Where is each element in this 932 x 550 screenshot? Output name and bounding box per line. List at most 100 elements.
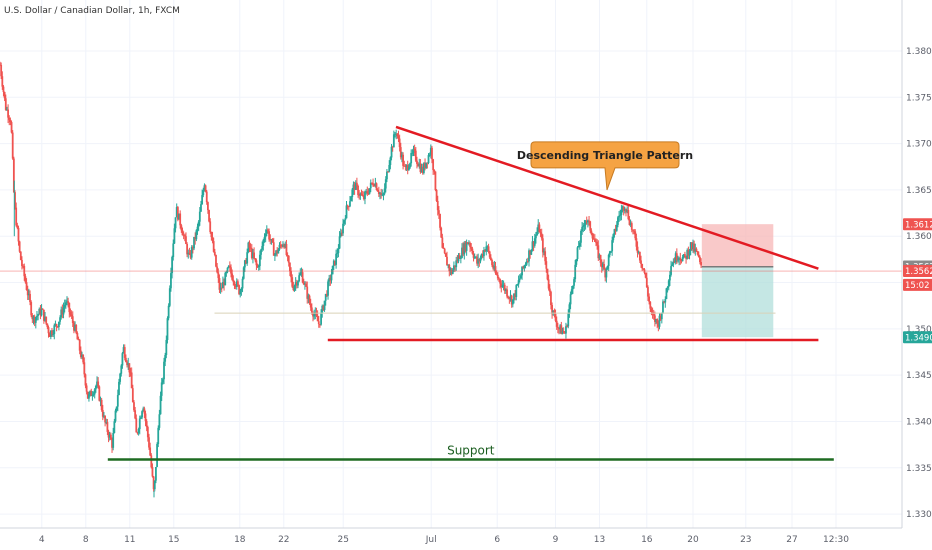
candle-body — [302, 282, 305, 285]
candle-body — [10, 122, 13, 133]
y-tick-label: 1.36500 — [906, 186, 932, 196]
candle-body — [617, 217, 619, 225]
candle-body — [152, 476, 155, 490]
stop-loss-zone — [701, 224, 774, 267]
x-tick-label: 6 — [494, 535, 500, 545]
candle-body — [562, 331, 565, 333]
candle-body — [228, 265, 231, 268]
candle-body — [644, 272, 647, 278]
candle-body — [167, 305, 170, 319]
candle-body — [612, 234, 615, 241]
candle-body — [241, 278, 244, 289]
candle-body — [261, 245, 264, 250]
candle-body — [149, 447, 152, 456]
descending-trendline — [395, 125, 819, 270]
x-tick-label: 20 — [687, 535, 699, 545]
candle-body — [305, 283, 307, 287]
candle-body — [495, 273, 498, 275]
candle-body — [556, 326, 559, 328]
candle-body — [417, 163, 420, 167]
candle-body — [472, 253, 475, 258]
candle-body — [310, 307, 313, 313]
candle-body — [628, 219, 631, 225]
candle-body — [53, 325, 56, 335]
candle-body — [371, 182, 373, 184]
candle-body — [366, 191, 369, 194]
candle-body — [262, 239, 265, 246]
candle-body — [257, 266, 260, 268]
candle-body — [7, 109, 9, 118]
candle-body — [322, 305, 325, 311]
candle-body — [567, 313, 570, 327]
candle-body — [235, 281, 238, 287]
candle-body — [605, 268, 608, 278]
candle-body — [695, 248, 698, 251]
candle-body — [603, 264, 605, 270]
candle-body — [287, 255, 290, 263]
candle-body — [625, 208, 627, 212]
candle-body — [436, 200, 439, 211]
candle-body — [358, 194, 361, 196]
candle-body — [507, 296, 510, 298]
candle-body — [346, 205, 349, 207]
candle-body — [84, 374, 87, 386]
candle-body — [42, 309, 45, 321]
candle-body — [367, 193, 370, 195]
candle-body — [581, 226, 584, 231]
candle-body — [300, 272, 303, 274]
candle-body — [456, 260, 459, 262]
candle-body — [618, 215, 620, 218]
candle-body — [121, 353, 124, 366]
candle-body — [517, 280, 520, 285]
candle-body — [119, 373, 122, 382]
candle-body — [158, 414, 161, 428]
candle-body — [215, 254, 217, 267]
candle-body — [580, 230, 582, 243]
candle-body — [264, 233, 267, 238]
candle-body — [382, 193, 385, 195]
candle-body — [187, 252, 190, 255]
candle-body — [465, 242, 468, 251]
candle-body — [278, 244, 281, 250]
candle-body — [398, 138, 401, 148]
candle-body — [145, 421, 148, 428]
candle-body — [194, 236, 197, 240]
candle-body — [694, 248, 697, 252]
candle-body — [600, 262, 603, 268]
candle-body — [222, 282, 224, 289]
candle-body — [188, 252, 191, 254]
candle-body — [77, 339, 80, 341]
candle-body — [700, 262, 702, 266]
candle-body — [560, 325, 563, 335]
candle-body — [359, 193, 362, 196]
candle-body — [421, 166, 424, 173]
candle-body — [686, 249, 689, 259]
candle-body — [516, 284, 519, 286]
candle-body — [443, 248, 446, 254]
candle-body — [595, 241, 597, 243]
candle-body — [109, 434, 112, 440]
candle-body — [250, 248, 253, 258]
candle-body — [175, 207, 178, 218]
candle-body — [29, 293, 31, 303]
candle-body — [104, 415, 107, 423]
candle-body — [256, 265, 259, 268]
candle-body — [416, 160, 418, 164]
candle-body — [648, 296, 651, 302]
candle-body — [533, 238, 536, 246]
candle-body — [292, 286, 295, 291]
candle-body — [183, 235, 186, 237]
candle-body — [565, 326, 567, 334]
candle-body — [18, 241, 21, 252]
candle-body — [424, 163, 426, 168]
candle-body — [45, 316, 48, 324]
candle-body — [351, 189, 354, 198]
candle-body — [216, 266, 219, 273]
candle-body — [406, 165, 409, 171]
candle-body — [218, 278, 221, 290]
candle-body — [166, 318, 169, 340]
candle-body — [160, 382, 163, 396]
candle-body — [523, 265, 526, 269]
candle-body — [674, 253, 677, 263]
